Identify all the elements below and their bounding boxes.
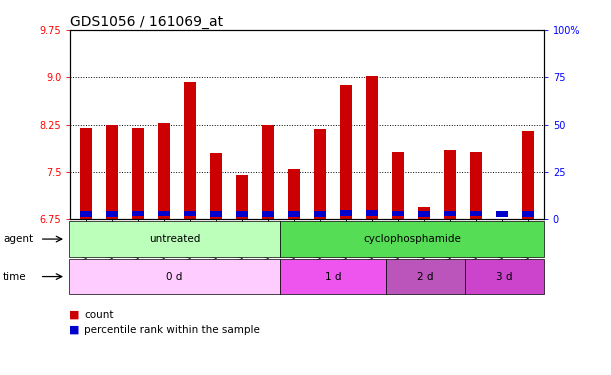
Bar: [80, 211, 92, 217]
Text: 0 d: 0 d: [166, 272, 183, 282]
Text: ■: ■: [69, 325, 79, 335]
Text: cyclophosphamide: cyclophosphamide: [363, 234, 461, 244]
Text: GDS1056 / 161069_at: GDS1056 / 161069_at: [70, 15, 224, 29]
Bar: [132, 210, 144, 216]
Bar: [522, 131, 534, 219]
Bar: [340, 85, 352, 219]
Bar: [522, 211, 534, 217]
Bar: [470, 210, 482, 216]
Bar: [184, 82, 196, 219]
Bar: [236, 175, 248, 219]
Bar: [210, 211, 222, 217]
Bar: [106, 124, 118, 219]
Text: untreated: untreated: [149, 234, 200, 244]
Bar: [158, 210, 170, 216]
Bar: [236, 211, 248, 217]
Text: 1 d: 1 d: [324, 272, 341, 282]
Text: 2 d: 2 d: [417, 272, 433, 282]
Text: time: time: [3, 272, 27, 282]
Bar: [419, 211, 430, 217]
Text: ■: ■: [69, 310, 79, 320]
Text: 3 d: 3 d: [496, 272, 513, 282]
Text: agent: agent: [3, 234, 33, 244]
Bar: [444, 210, 456, 216]
Bar: [496, 219, 508, 222]
Bar: [158, 123, 170, 219]
Bar: [184, 210, 196, 216]
Bar: [496, 211, 508, 217]
Bar: [132, 128, 144, 219]
Bar: [366, 210, 378, 216]
Bar: [444, 150, 456, 219]
Bar: [392, 152, 404, 219]
Bar: [340, 210, 352, 216]
Bar: [314, 211, 326, 217]
Text: count: count: [84, 310, 114, 320]
Bar: [419, 207, 430, 219]
Text: percentile rank within the sample: percentile rank within the sample: [84, 325, 260, 335]
Bar: [314, 129, 326, 219]
Bar: [262, 211, 274, 217]
Bar: [106, 211, 118, 217]
Bar: [288, 211, 300, 217]
Bar: [262, 124, 274, 219]
Bar: [366, 76, 378, 219]
Bar: [210, 153, 222, 219]
Bar: [392, 210, 404, 216]
Bar: [80, 128, 92, 219]
Bar: [288, 169, 300, 219]
Bar: [470, 152, 482, 219]
